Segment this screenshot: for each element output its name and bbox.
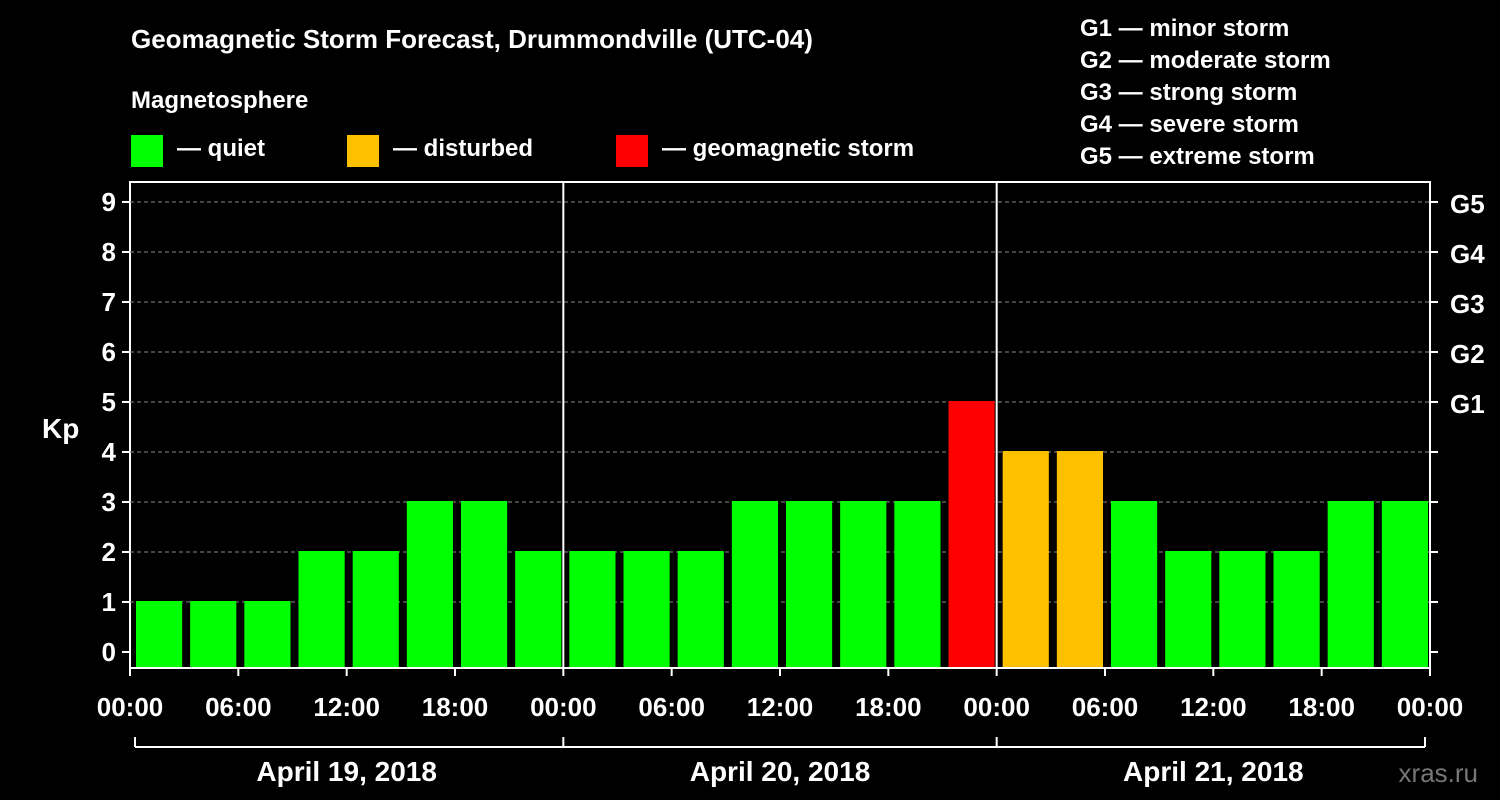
bar bbox=[1002, 451, 1049, 667]
y-tick-label: 7 bbox=[102, 287, 116, 317]
g-level-g1: G1 — minor storm bbox=[1080, 15, 1290, 42]
x-tick-label: 00:00 bbox=[97, 692, 164, 722]
day-label: April 19, 2018 bbox=[256, 756, 437, 787]
x-tick-label: 06:00 bbox=[1072, 692, 1139, 722]
y-tick-label: 4 bbox=[102, 437, 117, 467]
watermark: xras.ru bbox=[1398, 758, 1478, 788]
bar bbox=[298, 551, 345, 667]
bar bbox=[731, 501, 778, 667]
x-tick-label: 12:00 bbox=[1180, 692, 1247, 722]
bar bbox=[244, 601, 291, 667]
x-tick-label: 06:00 bbox=[638, 692, 705, 722]
bar bbox=[840, 501, 887, 667]
right-axis-label: G3 bbox=[1450, 289, 1485, 319]
y-tick-label: 5 bbox=[102, 387, 116, 417]
y-tick-label: 1 bbox=[102, 587, 116, 617]
bar bbox=[677, 551, 724, 667]
x-tick-label: 18:00 bbox=[422, 692, 489, 722]
legend-label-storm: — geomagnetic storm bbox=[662, 135, 915, 162]
g-level-g2: G2 — moderate storm bbox=[1080, 47, 1331, 74]
right-axis-label: G5 bbox=[1450, 189, 1485, 219]
bar bbox=[352, 551, 399, 667]
legend-swatch-quiet bbox=[131, 135, 163, 167]
x-tick-label: 00:00 bbox=[530, 692, 597, 722]
legend-swatch-disturbed bbox=[347, 135, 379, 167]
g-level-g3: G3 — strong storm bbox=[1080, 79, 1298, 106]
x-tick-label: 18:00 bbox=[1288, 692, 1355, 722]
bar bbox=[515, 551, 562, 667]
x-tick-label: 12:00 bbox=[313, 692, 380, 722]
legend-label-disturbed: — disturbed bbox=[393, 135, 534, 162]
x-tick-label: 00:00 bbox=[1397, 692, 1464, 722]
y-axis-label: Kp bbox=[42, 413, 80, 444]
day-label: April 20, 2018 bbox=[690, 756, 871, 787]
right-axis-label: G4 bbox=[1450, 239, 1485, 269]
right-axis-label: G1 bbox=[1450, 389, 1485, 419]
bar bbox=[948, 401, 995, 667]
x-tick-label: 00:00 bbox=[963, 692, 1030, 722]
g-level-g5: G5 — extreme storm bbox=[1080, 143, 1315, 170]
bar bbox=[1111, 501, 1158, 667]
chart-title: Geomagnetic Storm Forecast, Drummondvill… bbox=[131, 24, 813, 54]
x-tick-label: 12:00 bbox=[747, 692, 814, 722]
bar bbox=[623, 551, 670, 667]
y-tick-label: 9 bbox=[102, 187, 116, 217]
bar bbox=[1056, 451, 1103, 667]
g-level-g4: G4 — severe storm bbox=[1080, 111, 1299, 138]
bar bbox=[1165, 551, 1212, 667]
right-axis-label: G2 bbox=[1450, 339, 1485, 369]
y-tick-label: 2 bbox=[102, 537, 116, 567]
bar bbox=[786, 501, 833, 667]
y-tick-label: 8 bbox=[102, 237, 116, 267]
bar bbox=[190, 601, 237, 667]
day-label: April 21, 2018 bbox=[1123, 756, 1304, 787]
bar bbox=[1273, 551, 1320, 667]
bar bbox=[894, 501, 941, 667]
y-tick-label: 6 bbox=[102, 337, 116, 367]
legend-swatch-storm bbox=[616, 135, 648, 167]
bar bbox=[136, 601, 183, 667]
y-tick-label: 3 bbox=[102, 487, 116, 517]
bar bbox=[569, 551, 616, 667]
x-tick-label: 06:00 bbox=[205, 692, 272, 722]
bar bbox=[461, 501, 508, 667]
legend-heading: Magnetosphere bbox=[131, 87, 309, 114]
legend-label-quiet: — quiet bbox=[177, 135, 265, 162]
bar bbox=[406, 501, 453, 667]
x-tick-label: 18:00 bbox=[855, 692, 922, 722]
bar bbox=[1327, 501, 1374, 667]
bar bbox=[1219, 551, 1266, 667]
bar bbox=[1381, 501, 1428, 667]
y-tick-label: 0 bbox=[102, 637, 116, 667]
